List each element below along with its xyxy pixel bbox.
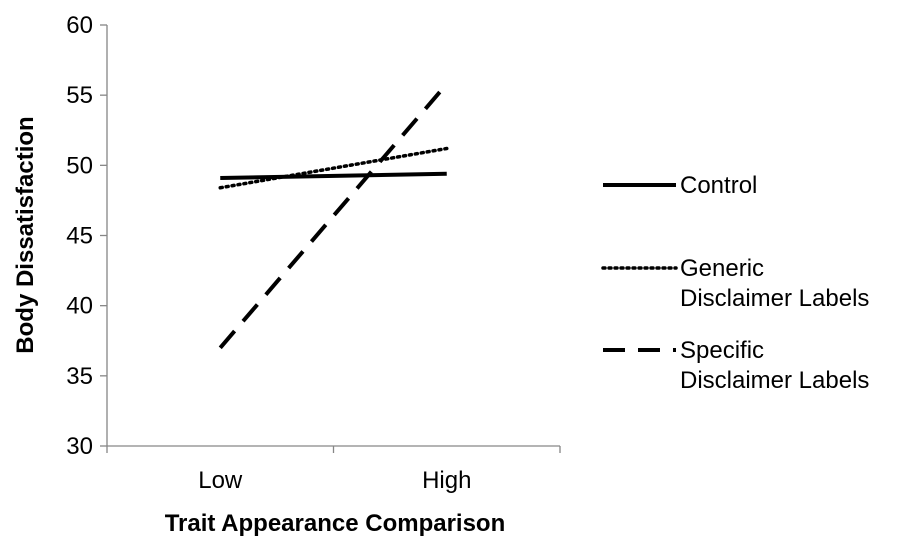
- x-tick-label: Low: [198, 467, 243, 494]
- y-axis-title: Body Dissatisfaction: [12, 116, 39, 353]
- y-tick-label: 35: [66, 363, 93, 390]
- series-lines: [218, 82, 449, 350]
- y-tick-label: 45: [66, 223, 93, 250]
- axes: 30 35 40 45 50 55 60 Low High: [66, 12, 561, 494]
- series-line-2: [218, 146, 449, 190]
- legend: Control Generic Disclaimer Labels Specific D…: [601, 172, 869, 394]
- x-tick-label: High: [422, 467, 471, 494]
- y-tick-label: 55: [66, 82, 93, 109]
- x-axis-title: Trait Appearance Comparison: [165, 510, 506, 537]
- series-line-3: [218, 82, 449, 350]
- legend-label-3: Specific Disclaimer Labels: [680, 337, 869, 394]
- y-tick-label: 40: [66, 293, 93, 320]
- legend-label-2: Generic Disclaimer Labels: [680, 255, 869, 312]
- legend-label-1: Control: [680, 172, 757, 199]
- series-line-1: [220, 171, 447, 180]
- y-tick-label: 30: [66, 433, 93, 460]
- y-tick-label: 60: [66, 12, 93, 39]
- y-tick-label: 50: [66, 152, 93, 179]
